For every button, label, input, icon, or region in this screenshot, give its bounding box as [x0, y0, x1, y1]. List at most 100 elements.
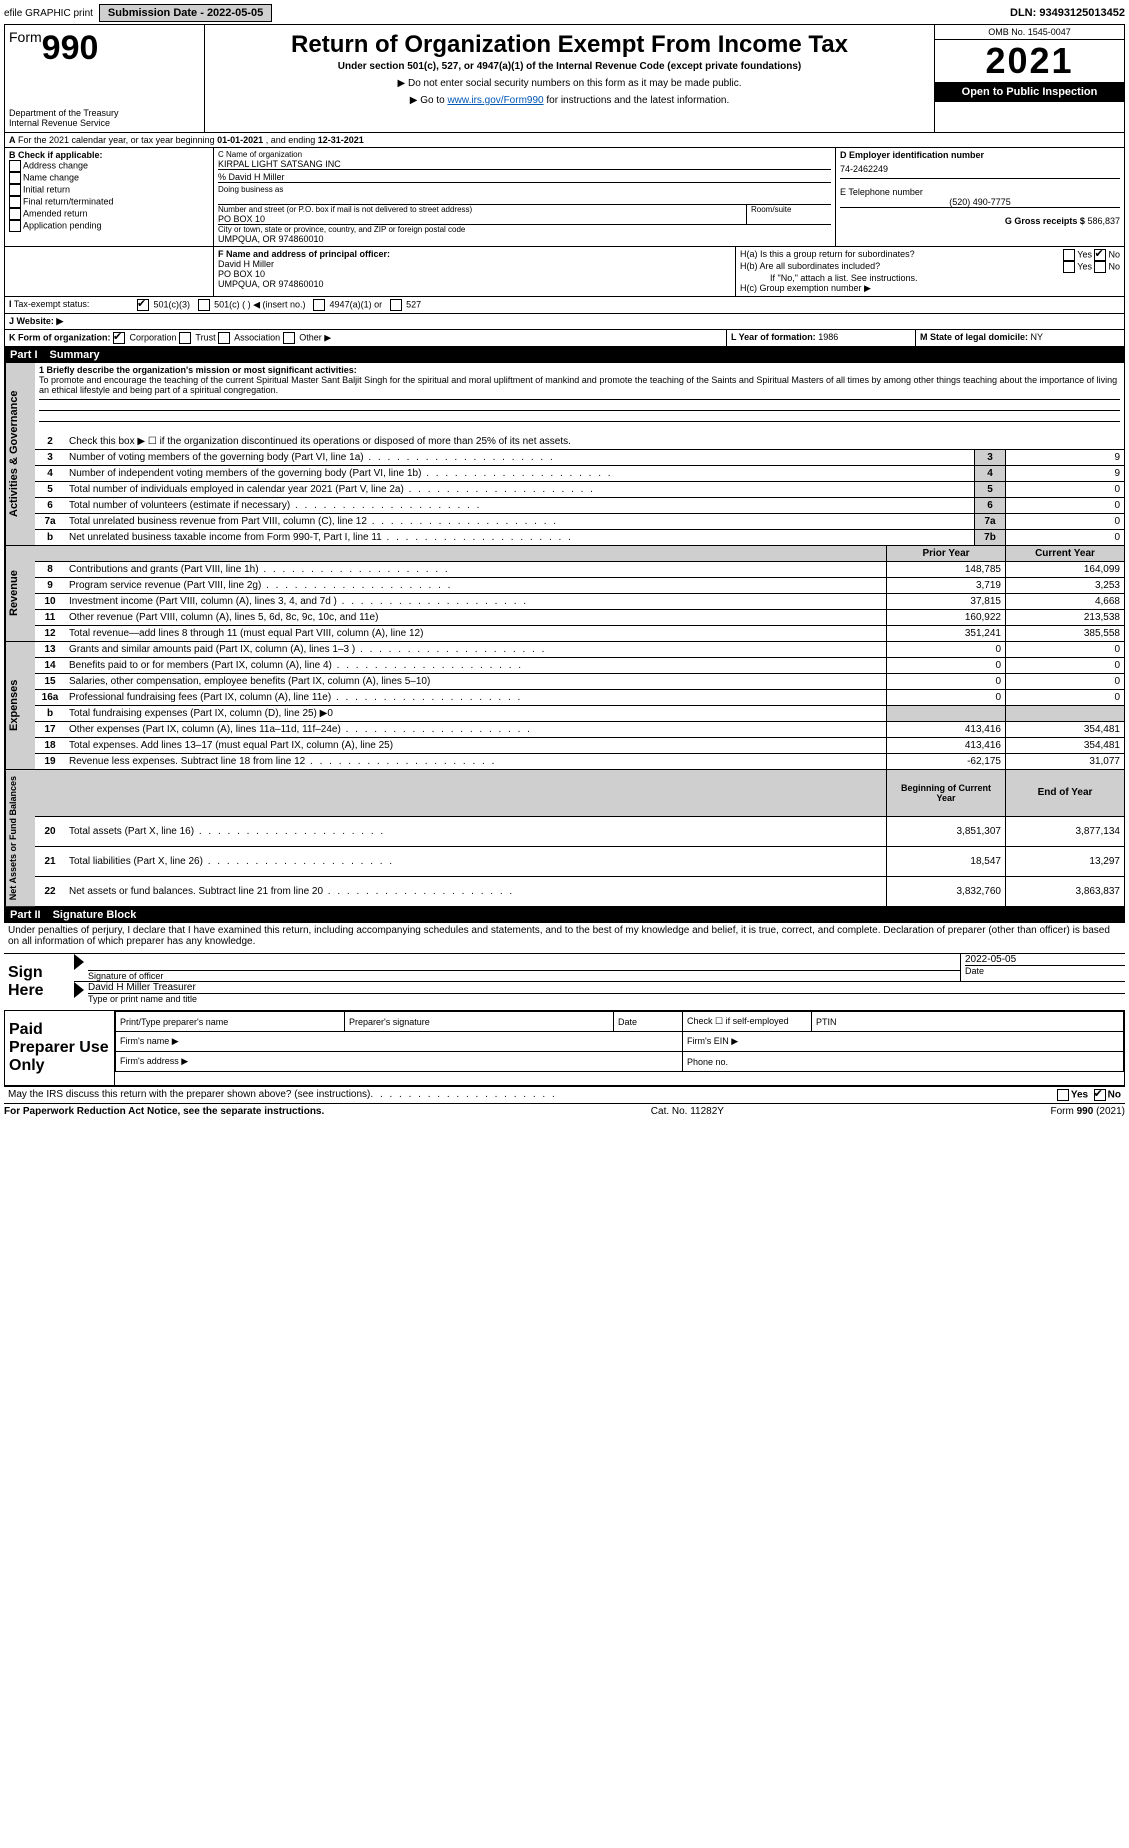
signature-label: Signature of officer	[88, 970, 960, 981]
check-address-change[interactable]: Address change	[9, 160, 209, 172]
omb-number: OMB No. 1545-0047	[935, 25, 1124, 40]
line17: Other expenses (Part IX, column (A), lin…	[65, 722, 887, 738]
domicile-label: M State of legal domicile:	[920, 332, 1028, 342]
ein-label: D Employer identification number	[840, 150, 1120, 160]
sign-date-label: Date	[965, 965, 1125, 976]
discuss-question: May the IRS discuss this return with the…	[8, 1089, 370, 1101]
line21: Total liabilities (Part X, line 26)	[65, 847, 887, 877]
line2: Check this box ▶ ☐ if the organization d…	[65, 434, 1124, 450]
officer-label: F Name and address of principal officer:	[218, 249, 731, 259]
submission-date-button[interactable]: Submission Date - 2022-05-05	[99, 4, 272, 22]
ptin-label: PTIN	[812, 1012, 1124, 1032]
vtab-revenue: Revenue	[5, 546, 35, 641]
form-title: Return of Organization Exempt From Incom…	[209, 31, 930, 59]
firm-ein-label: Firm's EIN ▶	[683, 1032, 1124, 1052]
city-label: City or town, state or province, country…	[218, 225, 831, 234]
top-bar: efile GRAPHIC print Submission Date - 20…	[4, 4, 1125, 22]
phone-value: (520) 490-7775	[840, 197, 1120, 207]
typed-label: Type or print name and title	[88, 993, 1125, 1004]
check-initial-return[interactable]: Initial return	[9, 184, 209, 196]
line4: Number of independent voting members of …	[65, 466, 975, 482]
vtab-governance: Activities & Governance	[5, 363, 35, 545]
part2-header: Part II Signature Block	[4, 907, 1125, 923]
line7b: Net unrelated business taxable income fr…	[65, 530, 975, 546]
line-a-begin: 01-01-2021	[217, 135, 263, 145]
officer-city: UMPQUA, OR 974860010	[218, 279, 731, 289]
mission-text: To promote and encourage the teaching of…	[39, 375, 1117, 395]
ha-answer: Yes No	[1063, 249, 1120, 261]
note-link: ▶ Go to www.irs.gov/Form990 for instruct…	[209, 95, 930, 106]
officer-name: David H Miller	[218, 259, 731, 269]
col-beginning: Beginning of Current Year	[887, 770, 1006, 816]
col-current: Current Year	[1006, 546, 1125, 562]
footer-left: For Paperwork Reduction Act Notice, see …	[4, 1106, 324, 1117]
check-b-label: B Check if applicable:	[9, 150, 103, 160]
note-ssn: ▶ Do not enter social security numbers o…	[209, 78, 930, 89]
street-label: Number and street (or P.O. box if mail i…	[218, 205, 746, 214]
org-care-of: % David H Miller	[218, 169, 831, 182]
vtab-net-assets: Net Assets or Fund Balances	[5, 770, 35, 906]
year-formation-label: L Year of formation:	[731, 332, 816, 342]
col-prior: Prior Year	[887, 546, 1006, 562]
line11: Other revenue (Part VIII, column (A), li…	[65, 610, 887, 626]
form-header: Form990 Department of the Treasury Inter…	[4, 24, 1125, 133]
line15: Salaries, other compensation, employee b…	[65, 674, 887, 690]
prep-self-employed: Check ☐ if self-employed	[683, 1012, 812, 1032]
check-b-column: B Check if applicable: Address change Na…	[5, 148, 214, 246]
org-name-label: C Name of organization	[218, 150, 831, 159]
phone-label: E Telephone number	[840, 187, 1120, 197]
prep-name-label: Print/Type preparer's name	[116, 1012, 345, 1032]
footer-right: Form 990 (2021)	[1051, 1106, 1125, 1117]
firm-name-label: Firm's name ▶	[116, 1032, 683, 1052]
line16a: Professional fundraising fees (Part IX, …	[65, 690, 887, 706]
line10: Investment income (Part VIII, column (A)…	[65, 594, 887, 610]
open-to-public: Open to Public Inspection	[935, 82, 1124, 102]
efile-label: efile GRAPHIC print	[4, 8, 93, 19]
check-final-return[interactable]: Final return/terminated	[9, 196, 209, 208]
col-end: End of Year	[1006, 770, 1125, 816]
officer-street: PO BOX 10	[218, 269, 731, 279]
sign-date: 2022-05-05	[965, 954, 1125, 965]
line-k: K Form of organization: Corporation Trus…	[5, 330, 727, 346]
signature-arrow-icon	[74, 954, 84, 970]
line-a-mid: , and ending	[263, 135, 318, 145]
tax-year: 2021	[935, 40, 1124, 82]
gross-value: 586,837	[1087, 216, 1120, 226]
dln-label: DLN: 93493125013452	[1010, 7, 1125, 19]
form-number: 990	[42, 29, 99, 67]
part1-header: Part I Summary	[4, 347, 1125, 363]
domicile-value: NY	[1031, 332, 1044, 342]
hb-note: If "No," attach a list. See instructions…	[740, 273, 1120, 283]
line-a: A For the 2021 calendar year, or tax yea…	[5, 133, 1124, 147]
firm-phone-label: Phone no.	[683, 1052, 1124, 1072]
irs-link[interactable]: www.irs.gov/Form990	[447, 95, 543, 106]
check-amended[interactable]: Amended return	[9, 208, 209, 220]
hb-answer: Yes No	[1063, 261, 1120, 273]
line22: Net assets or fund balances. Subtract li…	[65, 877, 887, 906]
room-label: Room/suite	[746, 205, 831, 224]
note-link-pre: ▶ Go to	[410, 95, 448, 106]
penalties-text: Under penalties of perjury, I declare th…	[4, 923, 1125, 949]
org-street: PO BOX 10	[218, 214, 746, 224]
paid-preparer-label: Paid Preparer Use Only	[5, 1011, 115, 1085]
line19: Revenue less expenses. Subtract line 18 …	[65, 754, 887, 770]
check-application-pending[interactable]: Application pending	[9, 220, 209, 232]
tax-exempt-options: 501(c)(3) 501(c) ( ) ◀ (insert no.) 4947…	[133, 297, 1124, 313]
sign-here-label: Sign Here	[4, 954, 74, 1010]
line6: Total number of volunteers (estimate if …	[65, 498, 975, 514]
form-word: Form	[9, 29, 42, 45]
check-name-change[interactable]: Name change	[9, 172, 209, 184]
prep-date-label: Date	[614, 1012, 683, 1032]
dept-line1: Department of the Treasury	[9, 108, 200, 118]
hc-label: H(c) Group exemption number ▶	[740, 283, 1120, 294]
hb-label: H(b) Are all subordinates included?	[740, 261, 880, 273]
form-subtitle: Under section 501(c), 527, or 4947(a)(1)…	[209, 61, 930, 72]
dept-line2: Internal Revenue Service	[9, 118, 200, 128]
mission-label: 1 Briefly describe the organization's mi…	[39, 365, 357, 375]
org-city: UMPQUA, OR 974860010	[218, 234, 831, 244]
signer-typed: David H Miller Treasurer	[88, 982, 1125, 993]
line13: Grants and similar amounts paid (Part IX…	[65, 642, 887, 658]
ein-value: 74-2462249	[840, 160, 1120, 178]
firm-addr-label: Firm's address ▶	[116, 1052, 683, 1072]
line9: Program service revenue (Part VIII, line…	[65, 578, 887, 594]
